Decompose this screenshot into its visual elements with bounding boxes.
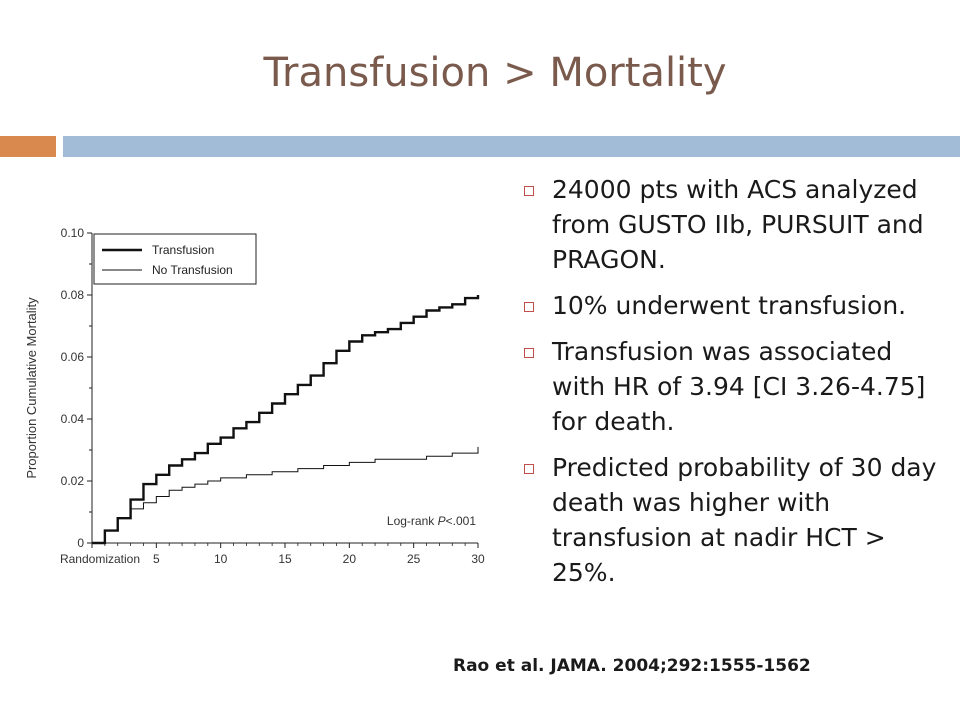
annotation-suffix: <.001 xyxy=(446,514,477,528)
x-tick-label: 10 xyxy=(214,552,228,566)
x-tick-label: 15 xyxy=(278,552,292,566)
citation: Rao et al. JAMA. 2004;292:1555-1562 xyxy=(453,656,811,676)
x-tick-label: 20 xyxy=(343,552,357,566)
bullet-text: Predicted probability of 30 day death wa… xyxy=(552,453,937,587)
legend-box xyxy=(93,233,257,285)
square-bullet-icon xyxy=(524,464,534,474)
y-tick-label: 0 xyxy=(77,536,84,550)
y-tick-label: 0.04 xyxy=(61,412,85,426)
y-tick-label: 0.06 xyxy=(61,350,85,364)
bullet-item: 10% underwent transfusion. xyxy=(522,288,947,323)
bullet-list: 24000 pts with ACS analyzed from GUSTO I… xyxy=(522,172,947,601)
square-bullet-icon xyxy=(524,186,534,196)
legend-label: Transfusion xyxy=(152,243,214,257)
x-tick-label: 25 xyxy=(407,552,421,566)
y-tick-label: 0.08 xyxy=(61,288,85,302)
accent-bar-blue xyxy=(63,136,960,157)
mortality-chart: 0 0.02 0.04 0.06 0.08 0.10 Randomization 5 10 15 2… xyxy=(24,226,485,566)
y-tick-label: 0.10 xyxy=(61,226,85,240)
legend-label: No Transfusion xyxy=(152,263,233,277)
series-line-transfusion xyxy=(92,295,480,545)
series-line-no-transfusion xyxy=(92,446,479,544)
logrank-annotation: Log-rank P<.001 xyxy=(387,514,476,528)
annotation-prefix: Log-rank xyxy=(387,514,438,528)
annotation-p: P xyxy=(438,514,446,528)
bullet-item: Predicted probability of 30 day death wa… xyxy=(522,450,947,590)
x-tick-label: 30 xyxy=(471,552,485,566)
x-tick-label: Randomization xyxy=(60,552,140,566)
square-bullet-icon xyxy=(524,348,534,358)
bullet-item: Transfusion was associated with HR of 3.… xyxy=(522,334,947,439)
x-tick-label: 5 xyxy=(153,552,160,566)
bullet-item: 24000 pts with ACS analyzed from GUSTO I… xyxy=(522,172,947,277)
y-axis-title: Proportion Cumulative Mortality xyxy=(24,297,39,479)
bullet-text: Transfusion was associated with HR of 3.… xyxy=(552,337,926,436)
y-tick-label: 0.02 xyxy=(61,474,85,488)
bullet-text: 10% underwent transfusion. xyxy=(552,291,907,320)
slide-title: Transfusion > Mortality xyxy=(263,50,727,96)
bullet-text: 24000 pts with ACS analyzed from GUSTO I… xyxy=(552,175,924,274)
accent-bar-orange xyxy=(0,136,56,157)
square-bullet-icon xyxy=(524,302,534,312)
